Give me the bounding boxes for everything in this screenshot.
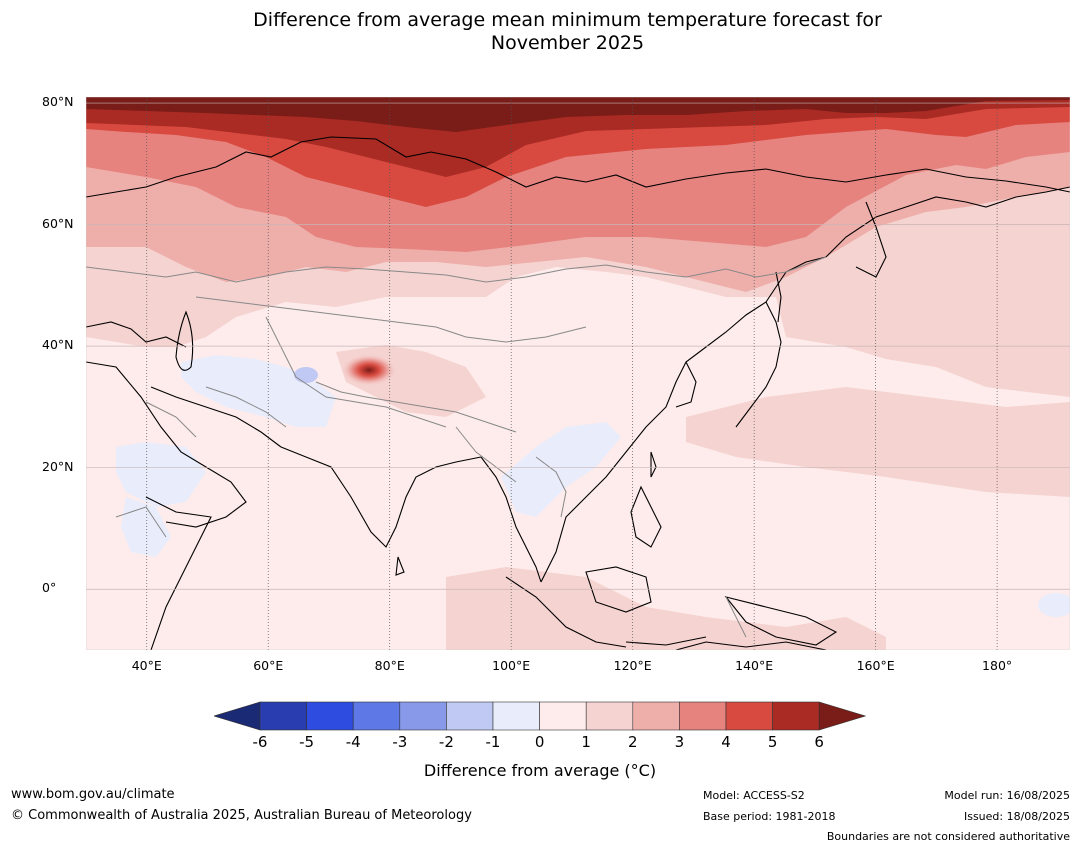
latitude-label: 80°N	[42, 94, 74, 110]
temperature-anomaly-map	[86, 97, 1070, 650]
colorbar-tick-label: -5	[299, 733, 315, 751]
anomaly-hotspot	[341, 354, 397, 386]
colorbar-segment	[399, 701, 447, 731]
longitude-label: 160°E	[856, 658, 895, 673]
coastlines	[86, 136, 1070, 650]
colorbar-tick-label: 3	[674, 733, 685, 751]
latitude-label: 40°N	[42, 337, 74, 353]
footer-base-period: Base period: 1981-2018	[703, 810, 836, 823]
colorbar-extend-high	[818, 701, 866, 731]
title-line-2: November 2025	[490, 32, 645, 54]
footer-model-run: Model run: 16/08/2025	[944, 789, 1070, 802]
anomaly-band-negative-africa	[121, 497, 171, 557]
footer-url[interactable]: www.bom.gov.au/climate	[11, 787, 175, 802]
country-borders	[86, 256, 827, 638]
colorbar	[214, 701, 866, 731]
colorbar-segment	[585, 701, 634, 731]
colorbar-segment	[492, 701, 540, 731]
chart-title: Difference from average mean minimum tem…	[0, 9, 1081, 55]
colorbar-tick-label: 1	[581, 733, 591, 751]
colorbar-tick-label: 6	[814, 733, 824, 751]
footer-copyright: © Commonwealth of Australia 2025, Austra…	[11, 808, 472, 823]
anomaly-band-negative-pacific	[1038, 593, 1070, 617]
latitude-label: 60°N	[42, 215, 74, 231]
longitude-label: 140°E	[735, 658, 774, 673]
anomaly-band-above-6	[86, 97, 1070, 132]
longitude-label: 80°E	[374, 658, 405, 673]
anomaly-band-negative-arabia	[116, 442, 206, 507]
longitude-label: 40°E	[131, 658, 162, 673]
colorbar-tick-label: 0	[534, 733, 545, 751]
colorbar-segment	[679, 701, 727, 731]
colorbar-segment	[539, 701, 587, 731]
colorbar-tick-label: 5	[767, 733, 778, 751]
colorbar-segment	[352, 701, 401, 731]
footer-model: Model: ACCESS-S2	[703, 789, 805, 802]
longitude-label: 180°	[982, 658, 1013, 673]
colorbar-segment	[725, 701, 773, 731]
latitude-label: 20°N	[42, 458, 74, 474]
anomaly-band-negative-indochina	[501, 422, 621, 517]
map-grid	[86, 97, 1070, 650]
colorbar-segment	[632, 701, 680, 731]
anomaly-band-1-2-indonesia	[446, 567, 886, 650]
footer-disclaimer: Boundaries are not considered authoritat…	[826, 830, 1070, 843]
colorbar-segment	[772, 701, 820, 731]
colorbar-segment	[259, 701, 307, 731]
colorbar-tick-label: 4	[721, 733, 731, 751]
colorbar-tick-label: -3	[392, 733, 408, 751]
anomaly-band-1-2-pacific	[686, 387, 1070, 497]
colorbar-tick-label: -2	[438, 733, 454, 751]
colorbar-extend-low	[214, 701, 261, 731]
colorbar-tick-label: 2	[628, 733, 638, 751]
latitude-label: 0°	[42, 580, 57, 596]
colorbar-label: Difference from average (°C)	[423, 761, 657, 780]
longitude-label: 120°E	[613, 658, 652, 673]
colorbar-tick-label: -1	[485, 733, 501, 751]
colorbar-tick-label: -6	[252, 733, 268, 751]
longitude-label: 100°E	[492, 658, 531, 673]
footer-issued: Issued: 18/08/2025	[963, 810, 1070, 823]
anomaly-band-negative-central-asia	[294, 367, 318, 383]
colorbar-segment	[306, 701, 354, 731]
colorbar-tick-label: -4	[345, 733, 361, 751]
title-line-1: Difference from average mean minimum tem…	[253, 9, 882, 31]
longitude-label: 60°E	[253, 658, 284, 673]
colorbar-segment	[446, 701, 494, 731]
